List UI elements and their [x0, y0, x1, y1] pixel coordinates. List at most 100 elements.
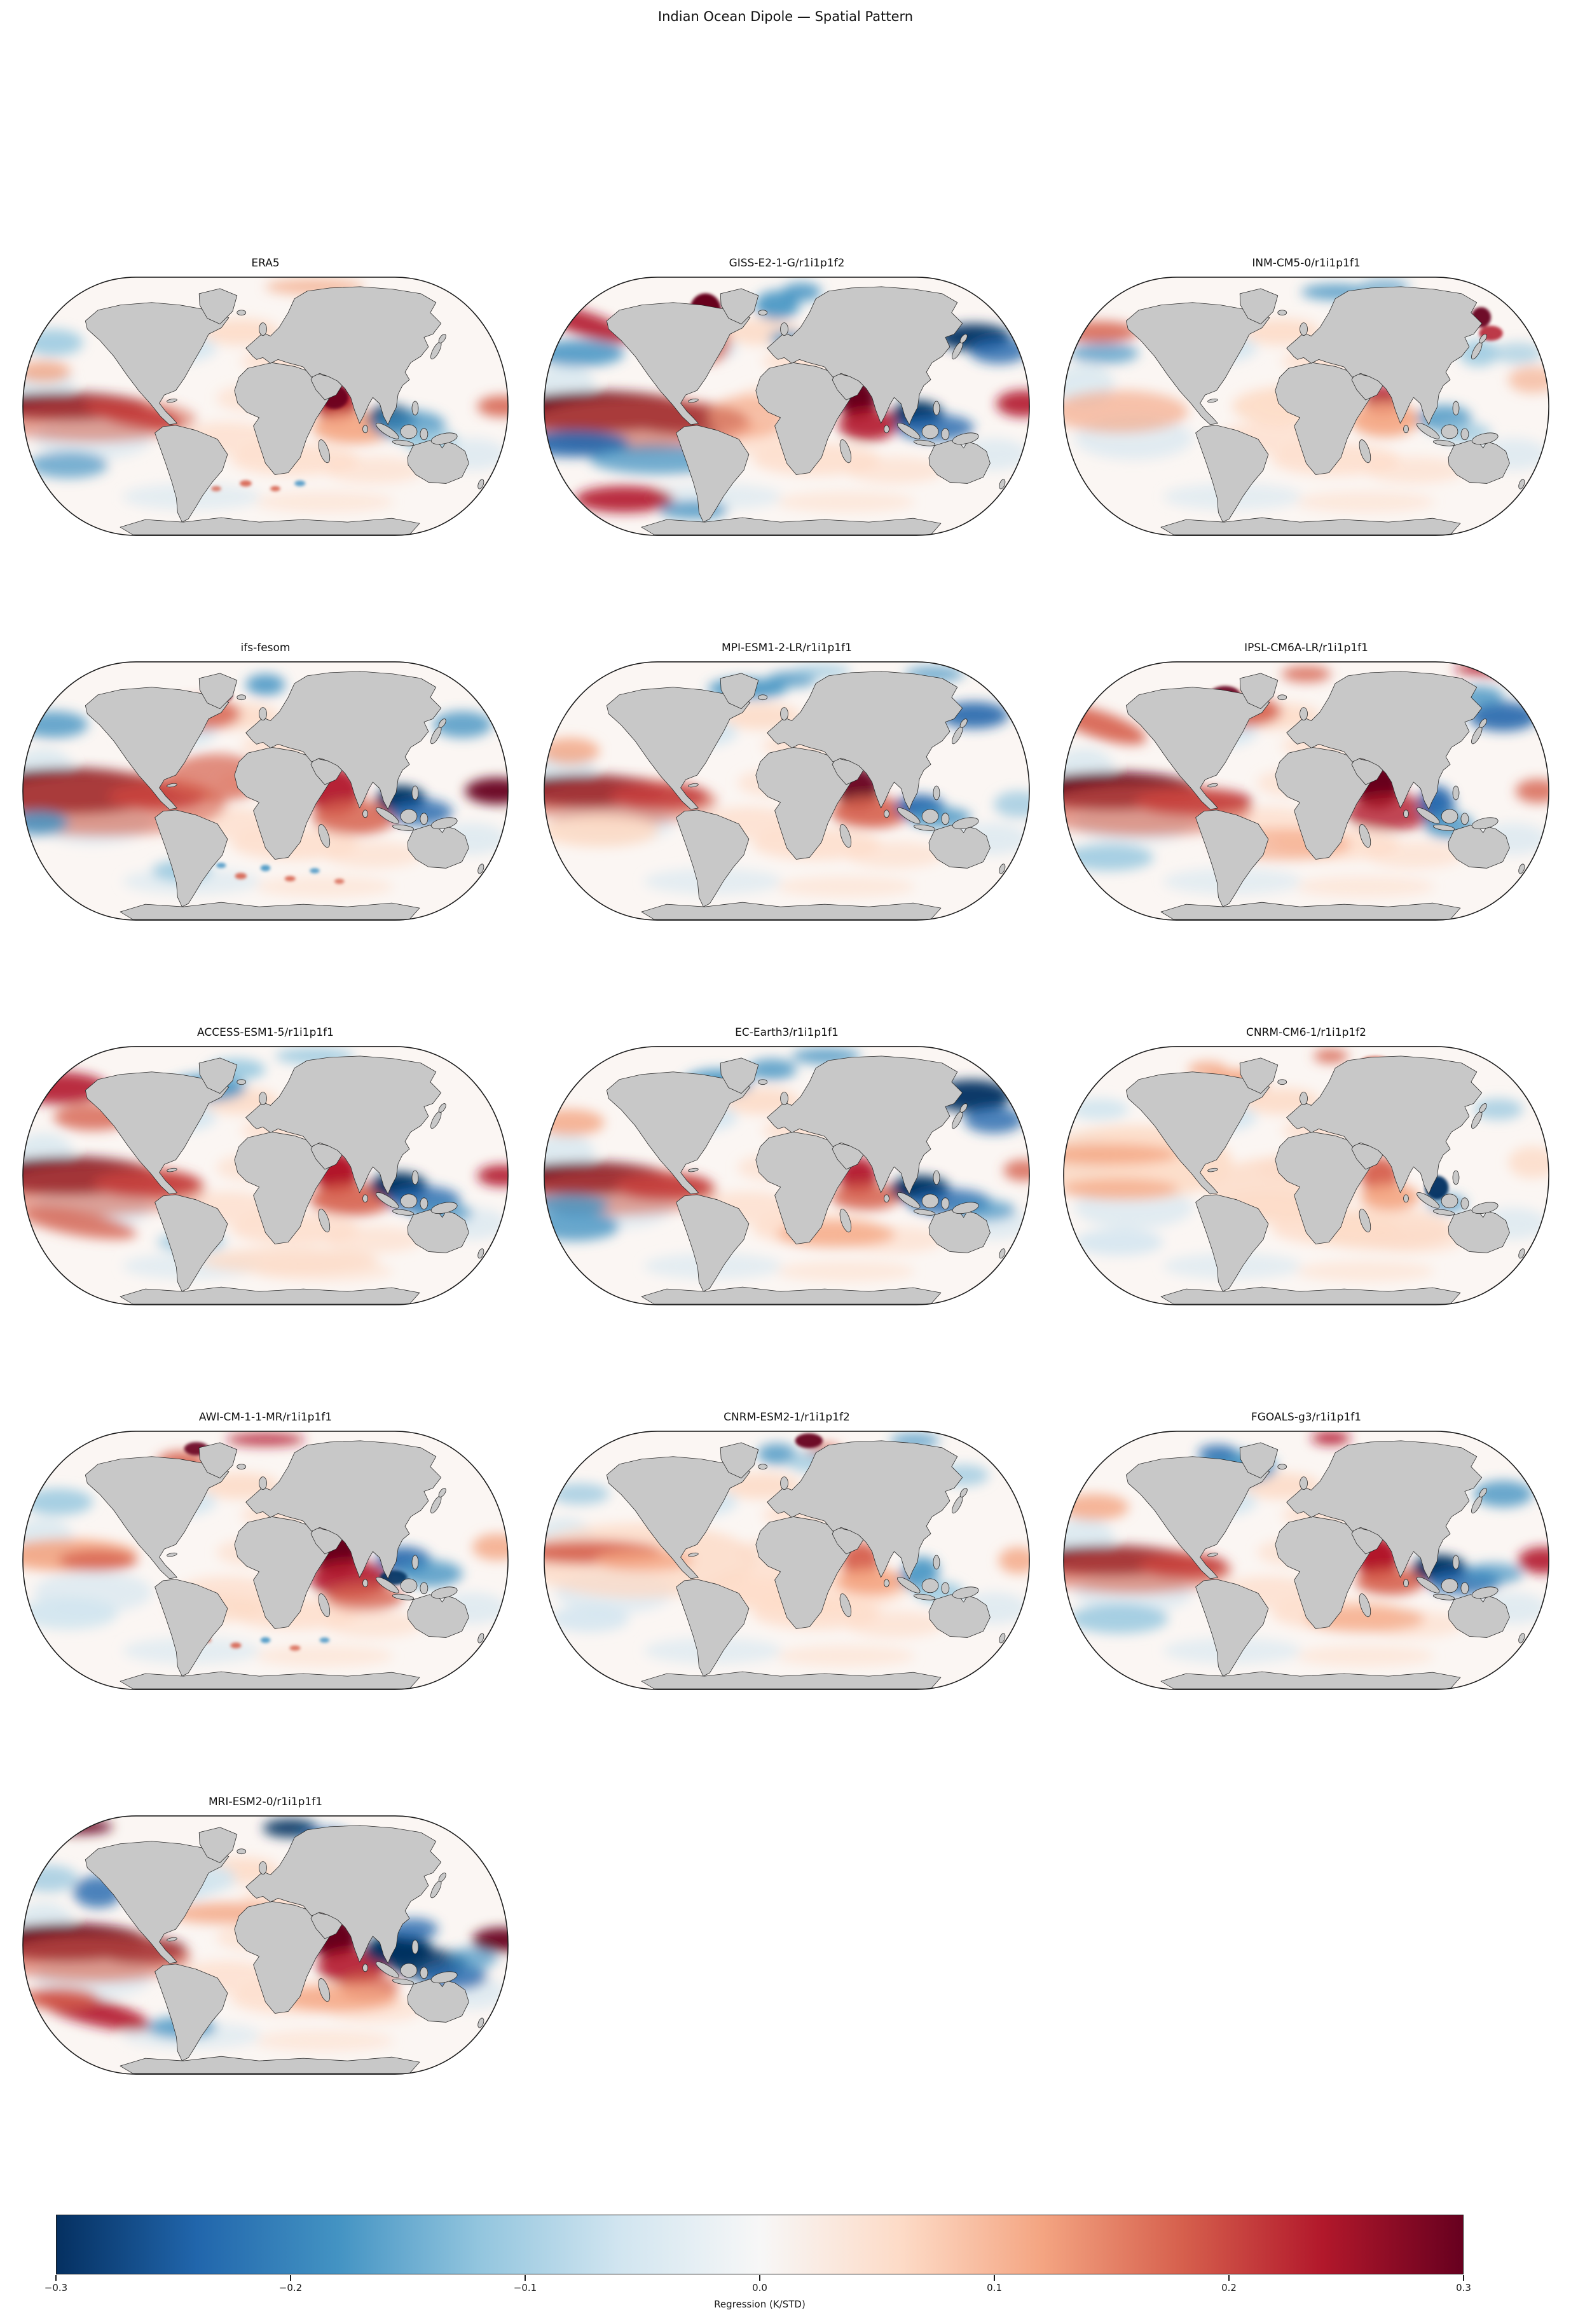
island — [780, 1476, 788, 1490]
island — [1207, 398, 1218, 403]
island — [392, 1209, 415, 1216]
island — [167, 398, 177, 403]
island — [259, 1092, 267, 1105]
island — [1460, 1582, 1469, 1595]
continent — [245, 1055, 442, 1195]
island — [884, 1194, 889, 1203]
island — [1441, 424, 1458, 439]
island — [758, 1079, 768, 1085]
island — [1277, 1079, 1287, 1085]
island — [921, 809, 939, 824]
island — [999, 1248, 1006, 1259]
island — [420, 1197, 429, 1210]
continent — [198, 1057, 238, 1094]
island — [780, 707, 788, 720]
island — [237, 694, 247, 701]
island — [430, 1202, 458, 1214]
island — [420, 1582, 429, 1595]
map-outline — [1063, 661, 1549, 921]
island — [1471, 817, 1499, 830]
island — [400, 809, 418, 824]
continent — [641, 902, 942, 920]
island — [400, 1963, 418, 1978]
island — [913, 1593, 936, 1600]
island — [839, 1593, 852, 1618]
island — [1403, 425, 1409, 434]
continent — [720, 1057, 759, 1094]
world-map — [22, 1431, 509, 1690]
island — [376, 422, 399, 439]
island — [1432, 1593, 1455, 1600]
island — [477, 1248, 484, 1259]
island — [999, 479, 1006, 490]
island — [167, 783, 177, 788]
island — [1300, 322, 1308, 336]
map-outline — [22, 1431, 509, 1690]
island — [318, 1978, 331, 2002]
continent — [1195, 425, 1269, 523]
island — [1518, 1633, 1525, 1644]
colorbar-tick-label-1: −0.2 — [278, 2282, 303, 2293]
colorbar-gradient — [56, 2215, 1464, 2274]
world-map — [22, 1046, 509, 1305]
world-map — [22, 277, 509, 536]
map-outline — [1063, 1046, 1549, 1305]
island — [362, 809, 368, 818]
island — [438, 1103, 446, 1113]
world-map — [544, 1431, 1030, 1690]
island — [400, 1578, 418, 1593]
continent — [606, 1456, 751, 1579]
continent — [606, 1071, 751, 1195]
island — [411, 1939, 419, 1955]
island — [318, 1209, 331, 1233]
island — [952, 817, 979, 830]
island — [1359, 1209, 1371, 1233]
map-panel-cnrm-esm2-1-r1i1p1f2: CNRM-ESM2-1/r1i1p1f2 — [540, 1410, 1033, 1693]
continent — [154, 1963, 228, 2061]
map-outline — [1063, 277, 1549, 536]
island — [1452, 785, 1460, 801]
colorbar-tick-label-4: 0.1 — [987, 2282, 1002, 2293]
island — [167, 1937, 177, 1942]
island — [1471, 432, 1499, 445]
island — [1460, 1197, 1469, 1210]
colorbar-tick-label-5: 0.2 — [1221, 2282, 1237, 2293]
panel-title: MPI-ESM1-2-LR/r1i1p1f1 — [722, 642, 852, 654]
world-map — [544, 277, 1030, 536]
island — [411, 1555, 419, 1570]
continent — [1195, 809, 1269, 907]
world-map — [1063, 1046, 1549, 1305]
island — [688, 783, 699, 788]
island — [1403, 809, 1409, 818]
island — [376, 1192, 399, 1209]
island — [376, 1576, 399, 1593]
continent — [1286, 1055, 1483, 1195]
island — [477, 479, 484, 490]
island — [477, 2018, 484, 2028]
island — [430, 432, 458, 445]
island — [259, 322, 267, 336]
island — [259, 1476, 267, 1490]
world-map — [1063, 277, 1549, 536]
continent — [120, 902, 420, 920]
island — [237, 1464, 247, 1470]
colorbar-tickmark-2 — [524, 2275, 526, 2281]
colorbar-tick-label-2: −0.1 — [513, 2282, 537, 2293]
continent — [1239, 673, 1279, 710]
island — [1441, 809, 1458, 824]
colorbar-tick-label-6: 0.3 — [1456, 2282, 1471, 2293]
map-panel-cnrm-cm6-1-r1i1p1f2: CNRM-CM6-1/r1i1p1f2 — [1060, 1025, 1553, 1309]
panel-title: ACCESS-ESM1-5/r1i1p1f1 — [197, 1026, 334, 1039]
island — [1432, 439, 1455, 446]
colorbar-tickmark-0 — [55, 2275, 57, 2281]
island — [921, 1578, 939, 1593]
island — [411, 785, 419, 801]
island — [376, 807, 399, 824]
island — [1452, 1555, 1460, 1570]
island — [884, 1579, 889, 1588]
island — [400, 424, 418, 439]
continent — [245, 286, 442, 425]
island — [941, 1582, 950, 1595]
continent — [1160, 1286, 1461, 1305]
panel-title: CNRM-CM6-1/r1i1p1f2 — [1246, 1026, 1366, 1039]
